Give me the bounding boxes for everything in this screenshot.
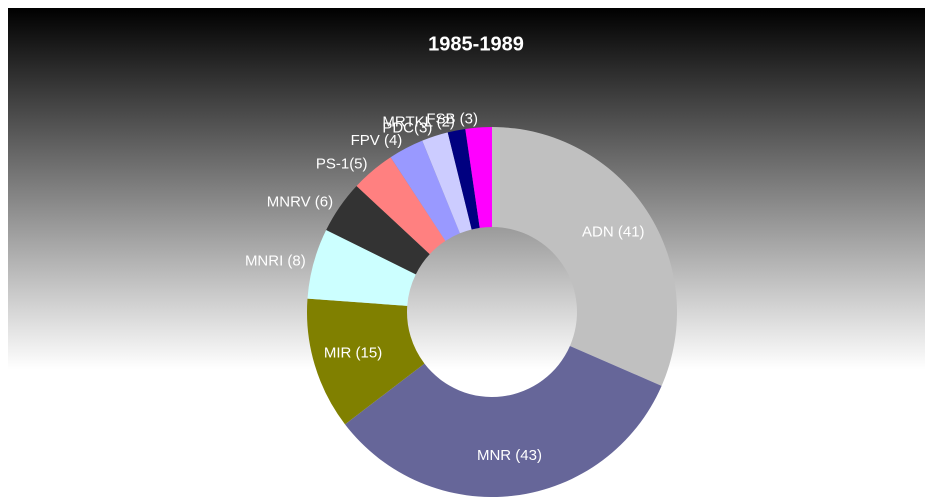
data-label: MIR (15): [324, 344, 382, 361]
data-label: MNRV (6): [267, 193, 333, 210]
slice: [390, 140, 460, 241]
slice: [326, 186, 430, 275]
slice: [422, 132, 472, 234]
data-label: MNR (43): [477, 447, 542, 464]
slice: [345, 345, 662, 497]
donut: [307, 127, 678, 497]
slice: [465, 127, 492, 228]
slice: [356, 157, 446, 255]
slice: [447, 128, 480, 230]
data-label: ADN (41): [582, 224, 645, 241]
slice: [307, 230, 416, 306]
data-label: PDC(3): [382, 119, 432, 136]
data-label: FSB (3): [426, 110, 478, 127]
slice: [492, 127, 678, 386]
slice: [307, 298, 425, 425]
data-label: FPV (4): [351, 132, 403, 149]
chart-title: 1985-1989: [428, 33, 524, 55]
data-label: MNRI (8): [245, 252, 306, 269]
data-label: MRTKL (2): [382, 114, 455, 131]
data-label: PS-1(5): [316, 155, 368, 172]
